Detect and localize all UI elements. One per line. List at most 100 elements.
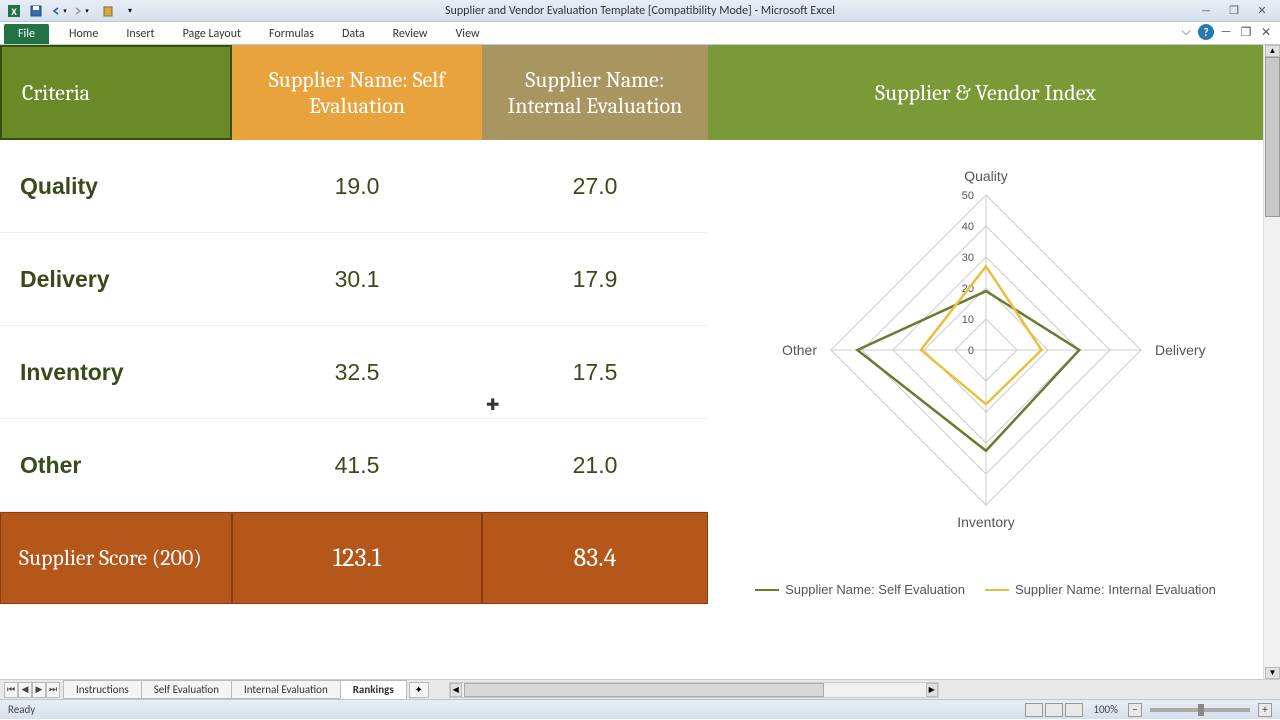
radar-chart: 01020304050QualityDeliveryInventoryOther (761, 155, 1211, 555)
cell-delivery-self[interactable]: 30.1 (232, 233, 482, 326)
add-sheet-icon[interactable]: ✦ (409, 682, 429, 698)
ribbon-minimize-icon[interactable]: ⌵ (1178, 24, 1194, 40)
scroll-down-icon[interactable]: ▼ (1265, 667, 1280, 679)
view-page-break-icon[interactable] (1065, 703, 1083, 717)
hscroll-thumb[interactable] (464, 683, 824, 697)
sheet-nav-next-icon[interactable]: ▶ (32, 682, 46, 698)
sheet-tab-instructions[interactable]: Instructions (63, 680, 142, 699)
view-page-layout-icon[interactable] (1045, 703, 1063, 717)
cell-quality-internal[interactable]: 27.0 (482, 140, 708, 233)
header-self[interactable]: Supplier Name: Self Evaluation (232, 45, 482, 140)
row-label-delivery[interactable]: Delivery (0, 233, 232, 326)
tab-page-layout[interactable]: Page Layout (169, 24, 255, 44)
tab-view[interactable]: View (442, 24, 494, 44)
hscroll-left-icon[interactable]: ◀ (450, 683, 462, 697)
doc-minimize-icon[interactable]: — (1218, 24, 1234, 40)
row-label-other[interactable]: Other (0, 419, 232, 512)
column-index: Supplier & Vendor Index 01020304050Quali… (708, 45, 1263, 605)
excel-icon[interactable]: X (4, 2, 24, 20)
header-index[interactable]: Supplier & Vendor Index (708, 45, 1263, 140)
score-internal[interactable]: 83.4 (482, 512, 708, 604)
view-normal-icon[interactable] (1025, 703, 1043, 717)
cell-other-internal[interactable]: 21.0 (482, 419, 708, 512)
svg-text:30: 30 (961, 252, 973, 264)
undo-icon[interactable]: ▾ (48, 2, 68, 20)
qat-dropdown-icon[interactable]: ▾ (120, 2, 140, 20)
cell-quality-self[interactable]: 19.0 (232, 140, 482, 233)
zoom-slider-thumb[interactable] (1198, 704, 1204, 716)
legend-line-self (755, 589, 779, 591)
legend-self: Supplier Name: Self Evaluation (755, 582, 965, 597)
horizontal-scrollbar[interactable]: ◀ ▶ (449, 682, 939, 698)
window-controls: — ❐ ✕ (1196, 5, 1280, 17)
redo-icon[interactable]: ▾ (70, 2, 90, 20)
header-internal[interactable]: Supplier Name: Internal Evaluation (482, 45, 708, 140)
doc-close-icon[interactable]: ✕ (1258, 24, 1274, 40)
maximize-icon[interactable]: ❐ (1224, 5, 1244, 17)
header-criteria[interactable]: Criteria (0, 45, 232, 140)
sheet-nav-last-icon[interactable]: ⏭ (46, 682, 60, 698)
file-tab[interactable]: File (4, 24, 49, 44)
window-title: Supplier and Vendor Evaluation Template … (445, 4, 835, 18)
svg-text:Other: Other (781, 342, 816, 358)
legend-line-internal (985, 589, 1009, 591)
sheet-nav-prev-icon[interactable]: ◀ (18, 682, 32, 698)
svg-text:X: X (11, 5, 17, 18)
status-bar: Ready 100% − + (0, 699, 1280, 719)
ribbon-right-controls: ⌵ ? — ❐ ✕ (1178, 24, 1274, 40)
svg-text:40: 40 (961, 221, 973, 233)
sheet-content: Criteria Quality Delivery Inventory Othe… (0, 45, 1263, 605)
zoom-out-icon[interactable]: − (1128, 703, 1142, 717)
tab-data[interactable]: Data (328, 24, 379, 44)
hscroll-right-icon[interactable]: ▶ (926, 683, 938, 697)
doc-restore-icon[interactable]: ❐ (1238, 24, 1254, 40)
score-label[interactable]: Supplier Score (200) (0, 512, 232, 604)
svg-text:Delivery: Delivery (1155, 342, 1206, 358)
tab-formulas[interactable]: Formulas (255, 24, 328, 44)
column-criteria: Criteria Quality Delivery Inventory Othe… (0, 45, 232, 605)
close-icon[interactable]: ✕ (1252, 5, 1272, 17)
save-icon[interactable] (26, 2, 46, 20)
zoom-in-icon[interactable]: + (1258, 703, 1272, 717)
svg-text:10: 10 (961, 314, 973, 326)
svg-text:Inventory: Inventory (957, 514, 1015, 530)
column-internal-evaluation: Supplier Name: Internal Evaluation 27.0 … (482, 45, 708, 605)
status-text: Ready (8, 703, 35, 716)
sheet-tab-self-evaluation[interactable]: Self Evaluation (141, 680, 232, 699)
sheet-tab-internal-evaluation[interactable]: Internal Evaluation (231, 680, 341, 699)
cell-other-self[interactable]: 41.5 (232, 419, 482, 512)
scroll-thumb[interactable] (1265, 57, 1280, 217)
sheet-tab-bar: ⏮ ◀ ▶ ⏭ Instructions Self Evaluation Int… (0, 679, 1280, 699)
paste-icon[interactable] (98, 2, 118, 20)
ribbon: File Home Insert Page Layout Formulas Da… (0, 22, 1280, 45)
radar-chart-container[interactable]: 01020304050QualityDeliveryInventoryOther… (708, 140, 1263, 605)
column-self-evaluation: Supplier Name: Self Evaluation 19.0 30.1… (232, 45, 482, 605)
worksheet[interactable]: Criteria Quality Delivery Inventory Othe… (0, 45, 1280, 679)
zoom-level[interactable]: 100% (1093, 703, 1118, 716)
sheet-nav-buttons: ⏮ ◀ ▶ ⏭ (0, 682, 64, 698)
quick-access-toolbar: X ▾ ▾ ▾ (0, 2, 140, 20)
sheet-tab-rankings[interactable]: Rankings (340, 680, 407, 699)
scroll-up-icon[interactable]: ▲ (1265, 45, 1280, 57)
evaluation-table: Criteria Quality Delivery Inventory Othe… (0, 45, 1263, 605)
sheet-nav-first-icon[interactable]: ⏮ (4, 682, 18, 698)
title-bar: X ▾ ▾ ▾ Supplier and Vendor Evaluation T… (0, 0, 1280, 22)
svg-text:50: 50 (961, 190, 973, 202)
chart-legend: Supplier Name: Self Evaluation Supplier … (708, 582, 1263, 597)
cell-inventory-self[interactable]: 32.5 (232, 326, 482, 419)
help-icon[interactable]: ? (1198, 24, 1214, 40)
row-label-quality[interactable]: Quality (0, 140, 232, 233)
cell-delivery-internal[interactable]: 17.9 (482, 233, 708, 326)
vertical-scrollbar[interactable]: ▲ ▼ (1263, 45, 1280, 679)
tab-insert[interactable]: Insert (112, 24, 168, 44)
tab-review[interactable]: Review (379, 24, 442, 44)
svg-text:0: 0 (967, 345, 973, 357)
minimize-icon[interactable]: — (1196, 5, 1216, 17)
svg-text:Quality: Quality (964, 168, 1008, 184)
tab-home[interactable]: Home (55, 24, 112, 44)
zoom-slider[interactable] (1150, 708, 1250, 712)
row-label-inventory[interactable]: Inventory (0, 326, 232, 419)
score-self[interactable]: 123.1 (232, 512, 482, 604)
cell-inventory-internal[interactable]: 17.5 (482, 326, 708, 419)
legend-label-self: Supplier Name: Self Evaluation (785, 582, 965, 597)
